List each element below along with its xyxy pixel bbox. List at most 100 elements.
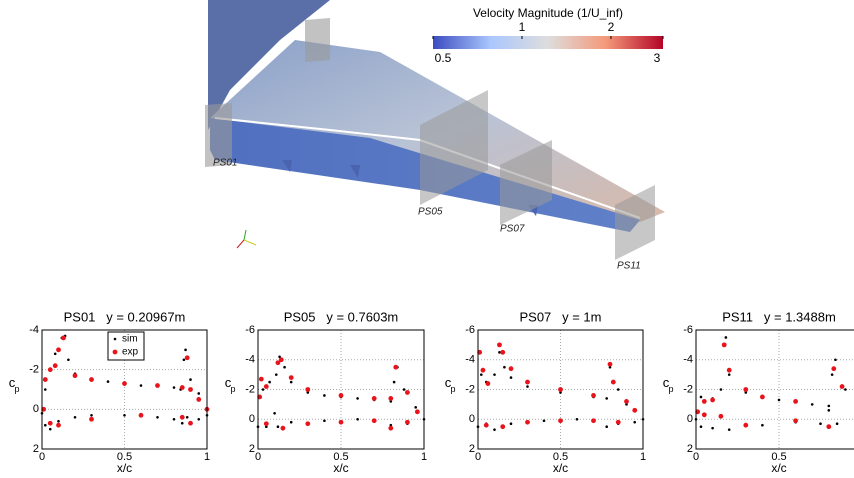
- point: [72, 373, 78, 379]
- y-axis-label-sub: p: [14, 384, 19, 394]
- point: [89, 377, 94, 382]
- point: [44, 388, 47, 391]
- x-tick-label: 0.5: [117, 451, 132, 463]
- slice-plane: [615, 185, 655, 260]
- point: [607, 361, 613, 367]
- x-axis-label: x/c: [771, 461, 786, 475]
- plot-frame: [695, 329, 854, 450]
- y-axis-label-sub: p: [668, 384, 673, 394]
- y-tick-label: 2: [33, 443, 39, 455]
- pylon: [350, 165, 360, 178]
- point: [48, 427, 52, 431]
- point: [305, 387, 311, 392]
- point: [721, 342, 727, 348]
- point: [263, 384, 269, 389]
- y-tick-label: -6: [465, 324, 475, 336]
- point: [483, 422, 489, 428]
- point: [90, 413, 93, 417]
- point: [392, 380, 396, 384]
- y-axis-label: c: [445, 375, 452, 390]
- point: [288, 375, 294, 380]
- point: [625, 403, 628, 406]
- point: [558, 418, 563, 424]
- chart-title: PS01 y = 0.20967m: [64, 309, 186, 324]
- y-axis-label-sub: p: [450, 384, 455, 394]
- point: [53, 352, 57, 356]
- point: [106, 380, 110, 383]
- legend: [107, 331, 145, 361]
- point: [777, 398, 781, 402]
- plot-frame: [257, 329, 425, 450]
- y-tick-label: -2: [245, 383, 255, 395]
- point: [498, 351, 501, 354]
- point: [793, 399, 798, 404]
- point: [185, 415, 189, 419]
- point: [615, 419, 621, 425]
- y-tick-label: -2: [465, 383, 475, 395]
- y-tick-label: 2: [469, 443, 475, 455]
- point: [188, 387, 193, 392]
- point: [835, 422, 839, 426]
- plot-frame: [41, 329, 208, 450]
- plot-frame: [477, 329, 644, 450]
- point: [500, 349, 506, 355]
- point: [414, 406, 418, 409]
- point: [172, 417, 176, 421]
- point: [189, 378, 192, 381]
- point: [480, 367, 486, 373]
- point: [389, 423, 393, 427]
- point: [726, 367, 732, 373]
- point: [188, 420, 193, 426]
- point: [624, 399, 629, 404]
- point: [138, 412, 144, 418]
- point: [497, 342, 502, 348]
- point: [525, 419, 530, 425]
- point: [575, 417, 579, 421]
- slice-label: PS07: [500, 224, 525, 235]
- chart-title: PS07 y = 1m: [519, 309, 601, 324]
- point: [263, 421, 269, 427]
- y-tick-label: -6: [683, 324, 693, 336]
- point: [196, 397, 202, 402]
- y-tick-label: -4: [683, 354, 693, 366]
- point: [710, 397, 715, 403]
- point: [278, 355, 281, 359]
- point: [605, 397, 608, 400]
- point: [508, 366, 514, 372]
- slice-plane: [205, 103, 232, 167]
- point: [509, 376, 513, 379]
- point: [525, 379, 530, 385]
- x-tick-label: 1: [421, 451, 427, 463]
- point: [67, 358, 70, 362]
- y-axis-label: c: [9, 375, 16, 390]
- point: [356, 397, 359, 400]
- point: [268, 380, 271, 384]
- point: [289, 380, 293, 384]
- point: [616, 388, 620, 391]
- point: [480, 373, 483, 376]
- colorbar-tick-label: 3: [654, 51, 661, 65]
- point: [388, 396, 394, 401]
- y-tick-label: -4: [465, 354, 475, 366]
- x-tick-label: 0: [693, 451, 699, 463]
- point: [323, 394, 326, 397]
- legend-label: exp: [122, 347, 139, 358]
- point: [184, 348, 187, 352]
- axis-triad: [243, 229, 247, 241]
- chart-title: PS05 y = 0.7603m: [284, 309, 399, 324]
- point: [610, 379, 616, 385]
- x-tick-label: 0: [475, 451, 481, 463]
- point: [827, 404, 831, 408]
- x-axis-label: x/c: [333, 461, 348, 475]
- point: [727, 373, 731, 376]
- point: [605, 425, 608, 428]
- y-tick-label: -2: [683, 383, 693, 395]
- point: [724, 336, 728, 339]
- point: [73, 415, 77, 419]
- point: [184, 355, 190, 361]
- point: [56, 347, 61, 353]
- point: [172, 386, 176, 389]
- slice-plane: [305, 18, 330, 62]
- point: [526, 385, 529, 388]
